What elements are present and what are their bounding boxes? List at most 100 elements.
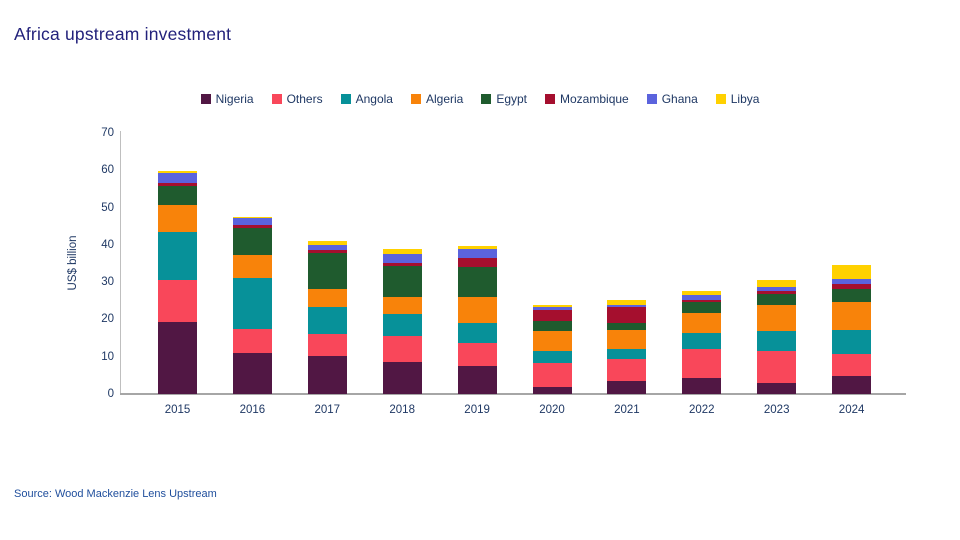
bar-segment-nigeria: [232, 353, 272, 394]
bar-segment-egypt: [682, 302, 722, 313]
legend-item-others: Others: [271, 92, 323, 106]
bar-segment-ghana: [682, 295, 722, 301]
legend-label: Algeria: [425, 92, 464, 106]
y-tick-label: 0: [107, 388, 114, 400]
bar-segment-mozambique: [757, 291, 797, 294]
chart-title: Africa upstream investment: [14, 24, 232, 44]
bar-segment-angola: [382, 313, 422, 337]
y-tick-label: 20: [101, 313, 114, 326]
bar-segment-angola: [757, 330, 797, 351]
legend: Nigeria Others Angola Algeria Egypt Mozambiqu…: [0, 92, 960, 106]
bar-segment-libya: [757, 280, 797, 287]
legend-swatch-icon: [481, 94, 492, 104]
bar-segment-ghana: [382, 253, 422, 263]
source-note: Source: Wood Mackenzie Lens Upstream: [14, 488, 217, 500]
bar-segment-mozambique: [158, 183, 197, 186]
bar-segment-angola: [307, 307, 347, 334]
legend-label: Nigeria: [215, 92, 254, 106]
bar-segment-libya: [158, 171, 197, 173]
x-tick-label: 2021: [614, 404, 640, 416]
bar-segment-mozambique: [232, 225, 272, 228]
y-axis-title: US$ billion: [67, 235, 79, 291]
bar-segment-egypt: [457, 266, 497, 298]
bar-segment-egypt: [757, 293, 797, 305]
legend-label: Egypt: [496, 92, 528, 106]
y-tick-label: 60: [101, 164, 114, 177]
bar-segment-angola: [457, 323, 497, 343]
bar-segment-egypt: [158, 185, 197, 205]
x-tick-label: 2024: [838, 404, 865, 416]
bar-segment-egypt: [532, 321, 572, 332]
legend-swatch-icon: [340, 94, 351, 104]
legend-label: Others: [286, 92, 323, 106]
legend-swatch-icon: [200, 94, 211, 104]
bar-segment-nigeria: [682, 378, 722, 394]
bar-segment-others: [382, 336, 422, 363]
bar-segment-angola: [232, 278, 272, 329]
stacked-bar: [832, 265, 872, 394]
legend-label: Ghana: [661, 92, 698, 106]
bar-segment-algeria: [307, 288, 347, 308]
bar-segment-others: [532, 363, 572, 387]
stacked-bar: [307, 241, 347, 394]
bar-segment-mozambique: [382, 262, 422, 267]
bar-segment-mozambique: [682, 300, 722, 303]
x-tick-label: 2023: [763, 404, 790, 416]
bar-segment-mozambique: [457, 257, 497, 267]
y-tick-label: 50: [101, 201, 114, 214]
bar-segment-algeria: [532, 331, 572, 351]
bar-segment-angola: [607, 348, 647, 359]
x-tick-label: 2019: [464, 404, 490, 416]
bar-segment-others: [607, 358, 647, 381]
bar-segment-libya: [832, 265, 872, 279]
bar-segment-ghana: [757, 286, 797, 292]
x-tick-label: 2018: [389, 404, 415, 416]
bar-segment-algeria: [457, 297, 497, 324]
bar-segment-others: [232, 328, 272, 353]
bar-segment-libya: [382, 249, 422, 254]
y-tick-label: 70: [101, 127, 114, 139]
bar-segment-nigeria: [382, 362, 422, 394]
bar-segment-libya: [607, 300, 647, 305]
legend-swatch-icon: [410, 94, 421, 104]
y-axis-line: [120, 131, 121, 394]
bar-segment-algeria: [382, 296, 422, 314]
bar-segment-egypt: [832, 288, 872, 303]
stacked-bar: [607, 300, 647, 394]
bar-segment-mozambique: [307, 250, 347, 254]
bar-segment-others: [832, 353, 872, 376]
legend-item-egypt: Egypt: [481, 92, 527, 106]
x-tick-label: 2016: [239, 404, 266, 416]
bar-segment-nigeria: [757, 382, 797, 394]
legend-label: Angola: [355, 92, 393, 106]
bar-segment-ghana: [457, 249, 497, 258]
legend-item-nigeria: Nigeria: [200, 92, 254, 106]
bar-segment-mozambique: [607, 306, 647, 323]
bar-segment-mozambique: [832, 284, 872, 289]
x-tick-label: 2022: [689, 404, 715, 416]
bar-segment-egypt: [607, 322, 647, 331]
bar-segment-others: [457, 342, 497, 367]
stacked-bar: [457, 246, 497, 394]
bar-segment-egypt: [382, 266, 422, 297]
legend-label: Libya: [730, 92, 760, 106]
legend-item-mozambique: Mozambique: [545, 92, 629, 106]
stacked-bar: [532, 304, 572, 394]
legend-item-algeria: Algeria: [410, 92, 464, 106]
x-tick-label: 2020: [539, 404, 565, 416]
bar-segment-nigeria: [457, 366, 497, 394]
bar-segment-algeria: [682, 312, 722, 334]
bar-segment-ghana: [832, 278, 872, 285]
bar-segment-libya: [682, 291, 722, 296]
bar-segment-ghana: [607, 304, 647, 307]
legend-swatch-icon: [271, 94, 282, 104]
bar-segment-algeria: [757, 304, 797, 331]
bar-segment-libya: [232, 216, 272, 219]
bar-segment-egypt: [307, 253, 347, 289]
legend-swatch-icon: [545, 94, 556, 104]
y-tick-label: 30: [101, 276, 114, 289]
bar-segment-egypt: [232, 227, 272, 255]
stacked-bar: [682, 291, 722, 394]
legend-item-angola: Angola: [340, 92, 393, 106]
stacked-bar: [757, 280, 797, 394]
